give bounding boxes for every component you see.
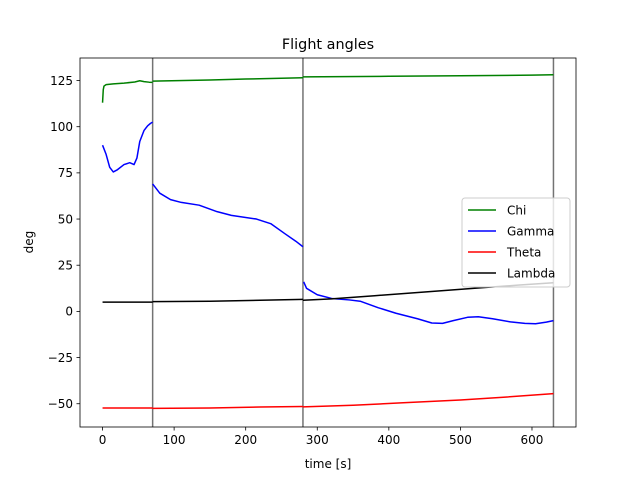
legend-label-gamma: Gamma xyxy=(507,225,554,239)
series-chi-segment-1 xyxy=(152,77,303,82)
legend-label-theta: Theta xyxy=(506,246,541,260)
legend-label-chi: Chi xyxy=(507,204,526,218)
series-lines xyxy=(101,74,554,410)
series-gamma-segment-1 xyxy=(152,183,304,248)
plot-frame xyxy=(79,57,577,428)
series-lambda-segment-1 xyxy=(152,298,303,303)
x-tick-label: 400 xyxy=(377,433,400,447)
y-tick-label: −25 xyxy=(48,351,73,365)
y-tick-label: 125 xyxy=(50,74,73,88)
series-chi-segment-2 xyxy=(302,74,554,78)
y-tick-label: 0 xyxy=(65,305,73,319)
series-gamma-segment-0 xyxy=(101,121,154,173)
y-tick-label: 75 xyxy=(58,166,73,180)
x-tick-label: 100 xyxy=(163,433,186,447)
series-theta-segment-2 xyxy=(302,392,554,408)
y-axis-label: deg xyxy=(22,231,36,254)
y-tick-label: −50 xyxy=(48,397,73,411)
legend: Chi Gamma Theta Lambda xyxy=(461,197,571,288)
y-axis-ticks: −50 −25 0 25 50 75 100 125 xyxy=(48,74,80,411)
chart-title: Flight angles xyxy=(282,37,374,53)
y-tick-label: 50 xyxy=(58,212,73,226)
x-tick-label: 500 xyxy=(449,433,472,447)
x-tick-label: 0 xyxy=(99,433,107,447)
series-theta-segment-1 xyxy=(152,405,303,410)
y-tick-label: 100 xyxy=(50,120,73,134)
legend-label-lambda: Lambda xyxy=(507,267,555,281)
legend-box xyxy=(461,197,571,288)
x-tick-label: 200 xyxy=(234,433,257,447)
x-axis-ticks: 0 100 200 300 400 500 600 xyxy=(99,427,544,447)
x-tick-label: 600 xyxy=(521,433,544,447)
y-tick-label: 25 xyxy=(58,259,73,273)
series-chi-segment-0 xyxy=(101,79,153,103)
x-tick-label: 300 xyxy=(306,433,329,447)
x-axis-label: time [s] xyxy=(305,457,352,471)
